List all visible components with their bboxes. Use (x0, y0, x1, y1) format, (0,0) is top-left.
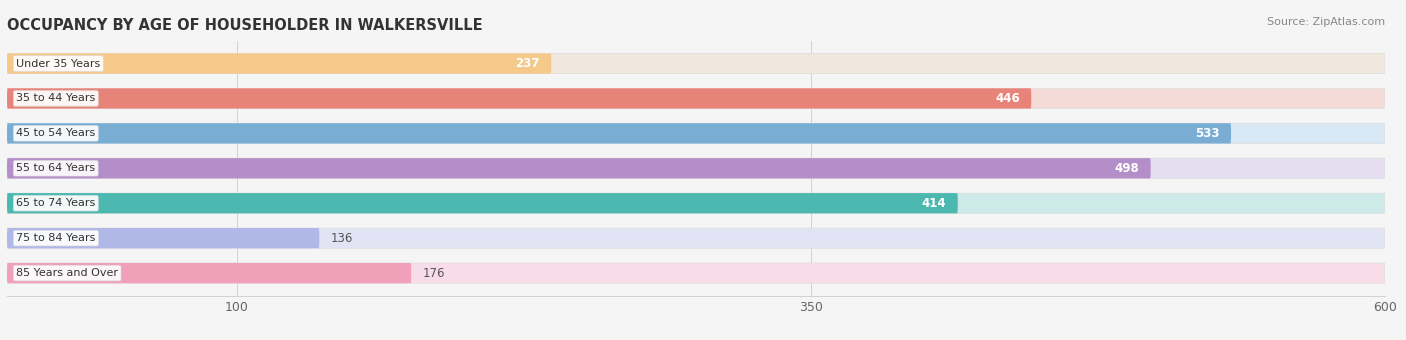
Text: 75 to 84 Years: 75 to 84 Years (17, 233, 96, 243)
Text: 85 Years and Over: 85 Years and Over (17, 268, 118, 278)
Text: Source: ZipAtlas.com: Source: ZipAtlas.com (1267, 17, 1385, 27)
FancyBboxPatch shape (7, 228, 1385, 248)
FancyBboxPatch shape (7, 53, 551, 74)
FancyBboxPatch shape (7, 53, 1385, 74)
FancyBboxPatch shape (7, 193, 1385, 214)
Text: 498: 498 (1115, 162, 1139, 175)
Text: Under 35 Years: Under 35 Years (17, 58, 100, 68)
FancyBboxPatch shape (7, 123, 1385, 143)
FancyBboxPatch shape (7, 263, 1385, 283)
FancyBboxPatch shape (7, 158, 1150, 178)
FancyBboxPatch shape (7, 123, 1232, 143)
FancyBboxPatch shape (7, 88, 1385, 108)
FancyBboxPatch shape (7, 193, 957, 214)
Text: 237: 237 (516, 57, 540, 70)
FancyBboxPatch shape (7, 158, 1385, 178)
Text: 55 to 64 Years: 55 to 64 Years (17, 163, 96, 173)
FancyBboxPatch shape (7, 88, 1031, 108)
Text: 136: 136 (330, 232, 353, 245)
Text: 533: 533 (1195, 127, 1219, 140)
Text: 65 to 74 Years: 65 to 74 Years (17, 198, 96, 208)
Text: 446: 446 (995, 92, 1019, 105)
FancyBboxPatch shape (7, 228, 319, 248)
Text: 414: 414 (922, 197, 946, 210)
Text: OCCUPANCY BY AGE OF HOUSEHOLDER IN WALKERSVILLE: OCCUPANCY BY AGE OF HOUSEHOLDER IN WALKE… (7, 18, 482, 33)
Text: 45 to 54 Years: 45 to 54 Years (17, 129, 96, 138)
Text: 176: 176 (423, 267, 446, 279)
Text: 35 to 44 Years: 35 to 44 Years (17, 94, 96, 103)
FancyBboxPatch shape (7, 263, 411, 283)
